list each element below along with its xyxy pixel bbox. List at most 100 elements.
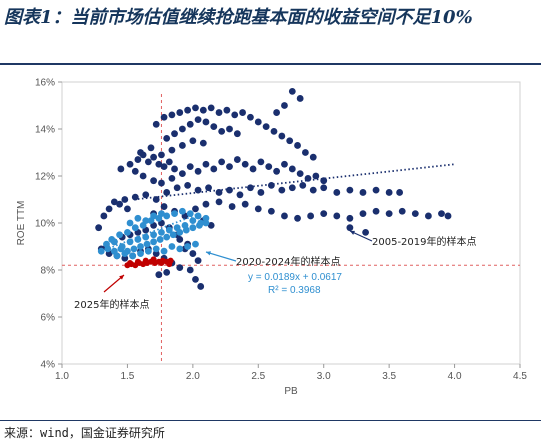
y-tick-label: 14% (35, 125, 55, 136)
trendline-2005-2019 (133, 163, 455, 201)
data-point (202, 214, 210, 222)
data-point (176, 245, 184, 253)
x-tick-label: 1.5 (120, 371, 134, 382)
data-point (160, 163, 168, 170)
data-point (129, 252, 137, 260)
data-point (233, 130, 241, 138)
data-point (249, 165, 257, 173)
data-point (241, 200, 249, 208)
data-point (346, 214, 354, 222)
data-point (194, 116, 202, 123)
data-point (130, 245, 138, 253)
data-point (134, 258, 141, 265)
data-point (131, 193, 139, 201)
data-point (278, 132, 286, 140)
data-point (163, 233, 171, 241)
data-point (194, 186, 202, 194)
trend-lines (100, 163, 455, 253)
data-point (226, 125, 233, 133)
data-point (199, 106, 207, 114)
data-point (247, 113, 254, 121)
data-point (346, 224, 354, 232)
y-axis-ticks: 4% 6% 8% 10% 12% 14% 16% (35, 78, 62, 371)
data-point (163, 189, 171, 196)
data-point (192, 240, 199, 248)
data-point (150, 177, 158, 185)
trend-equation: y = 0.0189x + 0.0617 (248, 272, 342, 283)
data-point (156, 236, 164, 243)
data-point (202, 219, 210, 227)
reference-lines (62, 94, 520, 364)
data-point (215, 109, 223, 116)
data-point (385, 189, 393, 196)
series-2020-2024 (97, 207, 210, 260)
data-point (158, 179, 165, 187)
data-point (178, 142, 186, 149)
data-point (333, 212, 341, 220)
data-point (362, 229, 369, 236)
data-point (134, 214, 142, 222)
x-tick-label: 3.5 (382, 371, 396, 382)
data-point (134, 156, 142, 163)
data-point (396, 189, 404, 196)
data-point (288, 165, 296, 173)
data-point (312, 172, 320, 180)
data-point (160, 247, 168, 255)
data-point (309, 153, 317, 161)
data-point (254, 118, 262, 126)
data-point (233, 156, 241, 163)
data-point (181, 221, 189, 229)
data-point (173, 184, 181, 192)
data-point (333, 189, 341, 196)
data-point (241, 160, 249, 168)
data-point (186, 163, 194, 170)
data-point (257, 158, 265, 166)
data-point (168, 243, 176, 250)
x-tick-label: 4.5 (513, 371, 527, 382)
data-point (137, 149, 144, 156)
data-point (184, 106, 192, 114)
data-point (215, 189, 223, 196)
title-divider (0, 63, 541, 65)
data-point (223, 106, 231, 114)
data-point (267, 207, 275, 215)
data-point (202, 160, 210, 168)
x-axis-ticks: 1.0 1.5 2.0 2.5 3.0 3.5 4.0 4.5 (55, 364, 527, 382)
data-point (121, 196, 129, 203)
data-point (288, 88, 296, 95)
series-2025 (124, 256, 174, 269)
data-point (194, 212, 202, 220)
data-point (398, 207, 406, 215)
data-point (186, 210, 194, 218)
data-point (116, 231, 123, 239)
y-tick-label: 4% (41, 360, 56, 371)
data-point (178, 125, 186, 133)
data-point (184, 182, 192, 189)
source-note: 来源：wind，国金证券研究所 (4, 426, 165, 440)
data-point (192, 104, 199, 112)
data-point (199, 139, 207, 147)
y-tick-label: 12% (35, 172, 55, 183)
data-point (139, 172, 147, 180)
data-point (168, 111, 176, 119)
data-point (171, 130, 178, 138)
data-point (294, 214, 301, 222)
data-point (155, 271, 163, 279)
data-point (97, 247, 105, 255)
data-point (270, 127, 278, 135)
scatter-chart: 1.0 1.5 2.0 2.5 3.0 3.5 4.0 4.5 4% 6% 8% 10% 12% 14%… (16, 78, 527, 398)
data-point (171, 165, 178, 173)
data-point (152, 245, 160, 253)
data-point (160, 203, 168, 210)
data-point (184, 243, 192, 250)
label-2005-2019: 2005-2019年的样本点 (372, 235, 477, 248)
data-point (257, 189, 265, 196)
data-point (168, 174, 176, 182)
data-point (189, 250, 197, 257)
x-tick-label: 4.0 (448, 371, 462, 382)
data-point (228, 203, 236, 210)
x-axis-label: PB (284, 386, 298, 397)
data-point (186, 266, 194, 274)
data-point (158, 151, 165, 159)
data-point (110, 238, 118, 246)
